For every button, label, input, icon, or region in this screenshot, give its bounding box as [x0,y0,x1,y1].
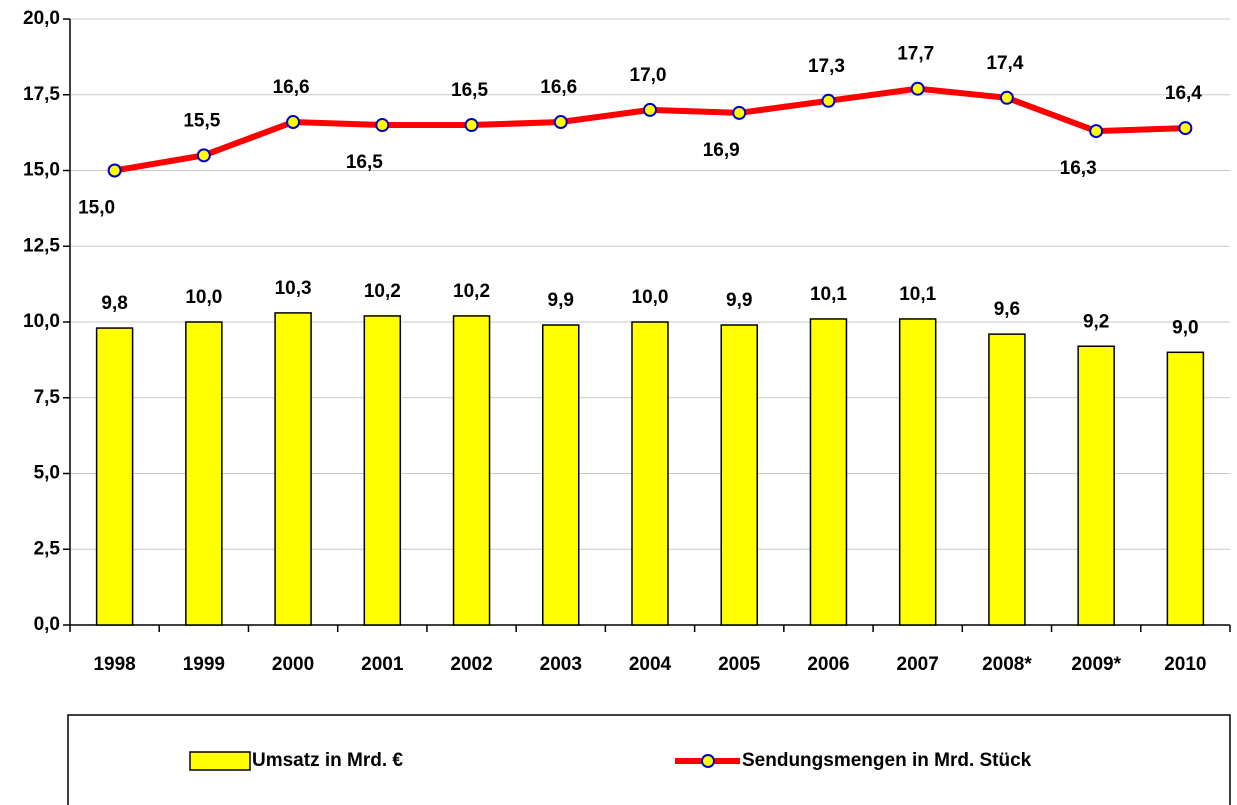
line-marker [821,93,836,108]
legend-box [67,714,1231,805]
x-tick-label: 2010 [1164,654,1206,675]
bar [631,321,669,626]
data-label: 15,5 [183,110,220,131]
x-tick-label: 2009* [1071,654,1121,675]
data-label: 10,0 [632,287,669,308]
bar [809,318,848,626]
line-marker [464,118,479,133]
line-marker [196,148,211,163]
x-tick-label: 2006 [807,654,849,675]
line-marker [286,115,301,130]
data-label: 16,6 [273,77,310,98]
data-label: 16,6 [540,77,577,98]
data-label: 9,9 [726,290,752,311]
line-marker [1089,124,1104,139]
bar [452,315,491,626]
line-marker [643,102,657,117]
legend-marker [701,754,715,768]
y-tick-label: 2,5 [34,538,61,559]
line-marker [999,90,1014,105]
data-label: 10,3 [275,278,312,299]
line-marker [732,105,747,120]
data-label: 9,8 [101,293,127,314]
data-label: 9,0 [1172,317,1198,338]
x-tick-label: 2001 [361,654,404,675]
y-tick-label: 17,5 [23,84,60,105]
data-label: 16,9 [703,140,740,161]
legend-label: Sendungsmengen in Mrd. Stück [742,750,1032,771]
line-marker [553,115,568,130]
legend-swatch [189,751,251,771]
data-label: 10,1 [899,284,936,305]
x-tick-label: 2002 [450,654,492,675]
x-tick-label: 1999 [183,654,225,675]
line-marker [910,81,925,96]
data-label: 16,4 [1165,83,1202,104]
data-label: 17,0 [630,65,667,86]
bar [720,324,758,626]
data-label: 15,0 [78,198,115,219]
data-label: 10,1 [810,284,847,305]
data-label: 17,7 [897,44,934,65]
data-label: 16,5 [451,80,488,101]
data-label: 9,6 [994,299,1020,320]
line-marker [375,118,390,133]
y-tick-label: 12,5 [23,235,60,256]
x-tick-label: 2005 [718,654,761,675]
bar [363,315,402,626]
x-tick-label: 2008* [982,654,1032,675]
line-marker [1178,121,1193,136]
x-tick-label: 2007 [897,654,939,675]
data-label: 10,0 [185,287,222,308]
y-tick-label: 15,0 [23,160,60,181]
line-marker [107,163,122,178]
y-tick-label: 10,0 [23,311,60,332]
bar [274,312,312,626]
bar [898,318,937,626]
y-tick-label: 5,0 [34,463,60,484]
y-tick-label: 0,0 [34,614,60,635]
data-label: 17,3 [808,56,845,77]
bar [185,321,223,626]
y-tick-label: 20,0 [23,8,60,29]
data-label: 17,4 [986,53,1023,74]
data-label: 16,5 [346,152,383,173]
data-label: 9,9 [548,290,574,311]
data-label: 9,2 [1083,311,1109,332]
data-label: 16,3 [1060,158,1097,179]
bar [1166,351,1205,626]
x-tick-label: 1998 [93,654,135,675]
legend-label: Umsatz in Mrd. € [252,750,403,771]
line [114,85,1186,174]
x-tick-label: 2003 [540,654,582,675]
data-label: 10,2 [453,281,490,302]
bar [542,324,580,626]
bar [1077,345,1115,626]
y-tick-label: 7,5 [34,387,61,408]
x-tick-label: 2004 [629,654,672,675]
bar [988,333,1026,626]
bar [95,327,134,626]
x-tick-label: 2000 [272,654,314,675]
data-label: 10,2 [364,281,401,302]
